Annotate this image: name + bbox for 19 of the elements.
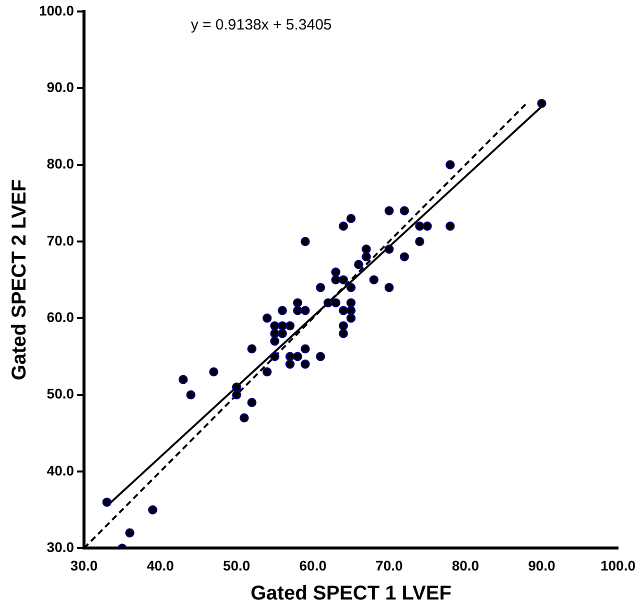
x-tick-label: 70.0 [376, 557, 403, 574]
x-tick-label: 90.0 [528, 557, 556, 574]
y-tick-label: 90.0 [46, 78, 74, 95]
x-tick-label: 100.0 [600, 557, 636, 574]
x-tick-label: 30.0 [70, 557, 98, 574]
x-tick-label: 60.0 [299, 557, 327, 574]
x-tick-label: 50.0 [222, 557, 250, 574]
y-axis-title: Gated SPECT 2 LVEF [8, 179, 31, 380]
x-tick-label: 40.0 [146, 557, 174, 574]
y-tick-label: 30.0 [46, 539, 74, 556]
x-tick-label: 80.0 [452, 557, 480, 574]
y-tick-label: 70.0 [46, 232, 74, 248]
annotation: y = 0.9138x + 5.3405 [190, 16, 332, 34]
y-tick-label: 80.0 [46, 156, 74, 172]
y-tick-label: 40.0 [46, 462, 74, 478]
y-tick-label: 100.0 [38, 2, 74, 18]
y-tick-label: 60.0 [46, 309, 74, 325]
x-axis-title: Gated SPECT 1 LVEF [250, 582, 452, 605]
y-tick-label: 50.0 [46, 386, 74, 402]
